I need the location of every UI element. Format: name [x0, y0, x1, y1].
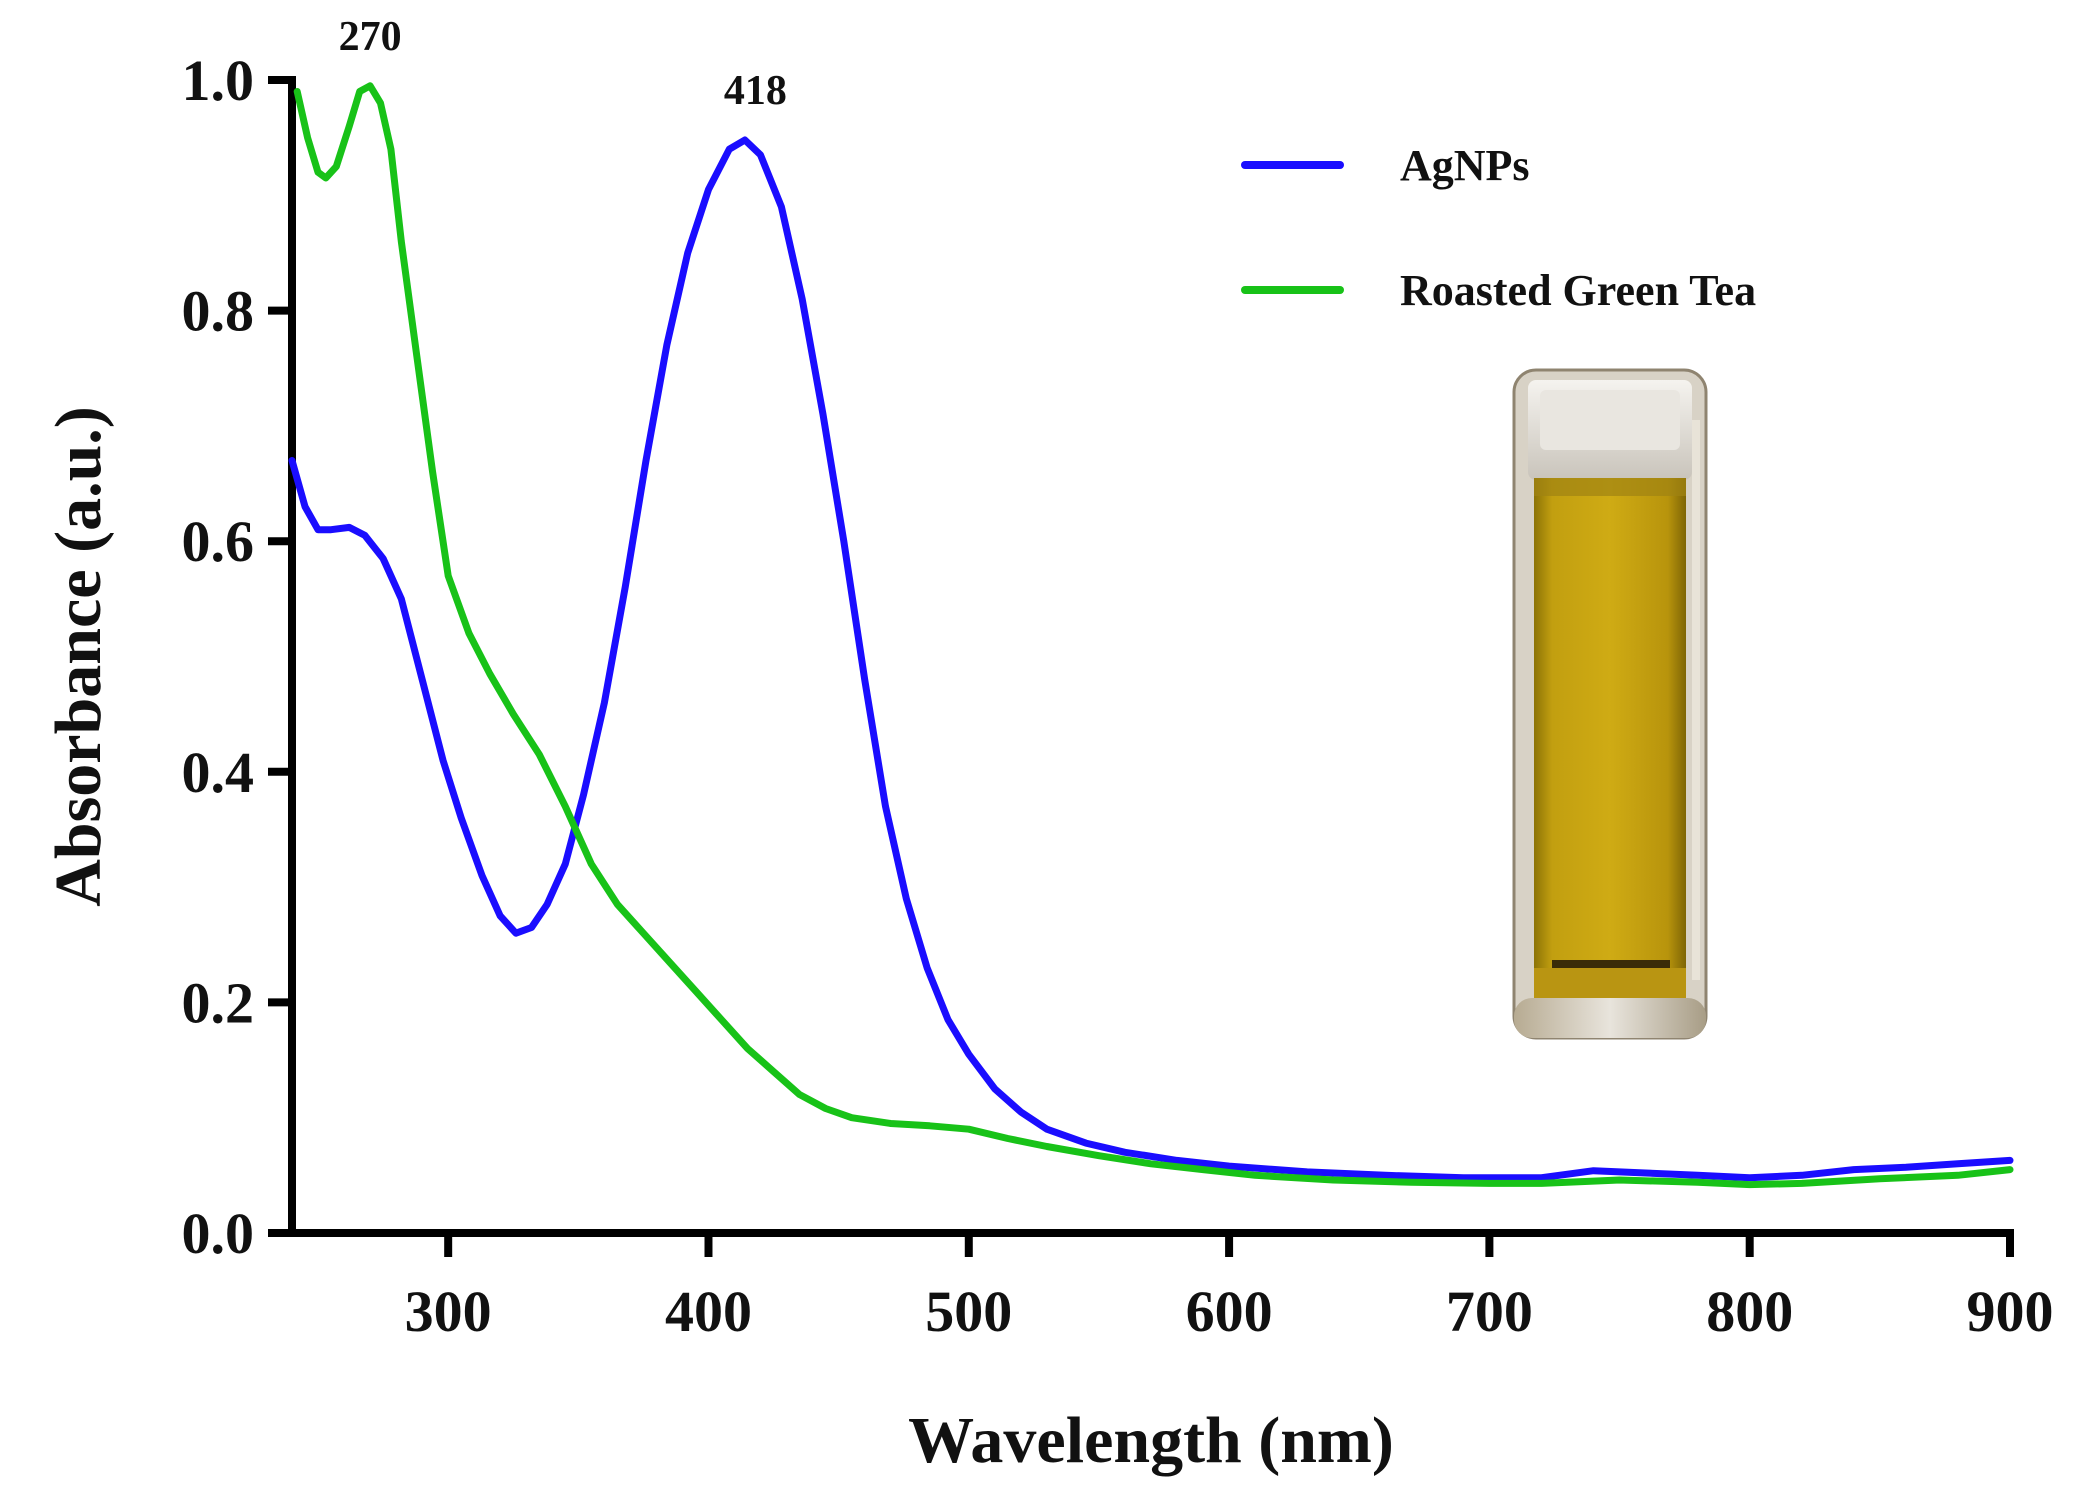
y-tick-label: 0.0 — [182, 1201, 255, 1266]
x-axis-title: Wavelength (nm) — [908, 1404, 1394, 1477]
x-tick-label: 600 — [1186, 1279, 1273, 1344]
y-axis-title: Absorbance (a.u.) — [42, 406, 115, 907]
cuvette-photo — [1512, 368, 1708, 1040]
y-ticks: 0.0 0.2 0.4 0.6 0.8 1.0 — [182, 48, 292, 1266]
y-tick-label: 0.2 — [182, 970, 255, 1035]
x-tick-label: 700 — [1446, 1279, 1533, 1344]
series — [288, 82, 2014, 1189]
x-tick-label: 400 — [665, 1279, 752, 1344]
x-tick-label: 800 — [1706, 1279, 1793, 1344]
axes — [288, 76, 2014, 1237]
legend-label-roasted-green-tea: Roasted Green Tea — [1400, 266, 1756, 315]
peak-label-418: 418 — [724, 68, 787, 114]
y-tick-label: 1.0 — [182, 48, 255, 113]
y-tick-label: 0.4 — [182, 740, 255, 805]
x-ticks: 300 400 500 600 700 800 900 — [405, 1233, 2054, 1344]
x-tick-label: 300 — [405, 1279, 492, 1344]
series-line-roasted-green-tea — [293, 82, 2014, 1189]
legend-label-agnps: AgNPs — [1400, 141, 1530, 190]
x-tick-label: 500 — [925, 1279, 1012, 1344]
legend: AgNPs Roasted Green Tea — [1241, 141, 1756, 315]
series-line-agnps — [288, 136, 2014, 1182]
y-tick-label: 0.6 — [182, 509, 255, 574]
x-tick-label: 900 — [1967, 1279, 2054, 1344]
peak-label-270: 270 — [339, 14, 402, 60]
annotations: 270 418 — [339, 14, 787, 114]
y-tick-label: 0.8 — [182, 279, 255, 344]
